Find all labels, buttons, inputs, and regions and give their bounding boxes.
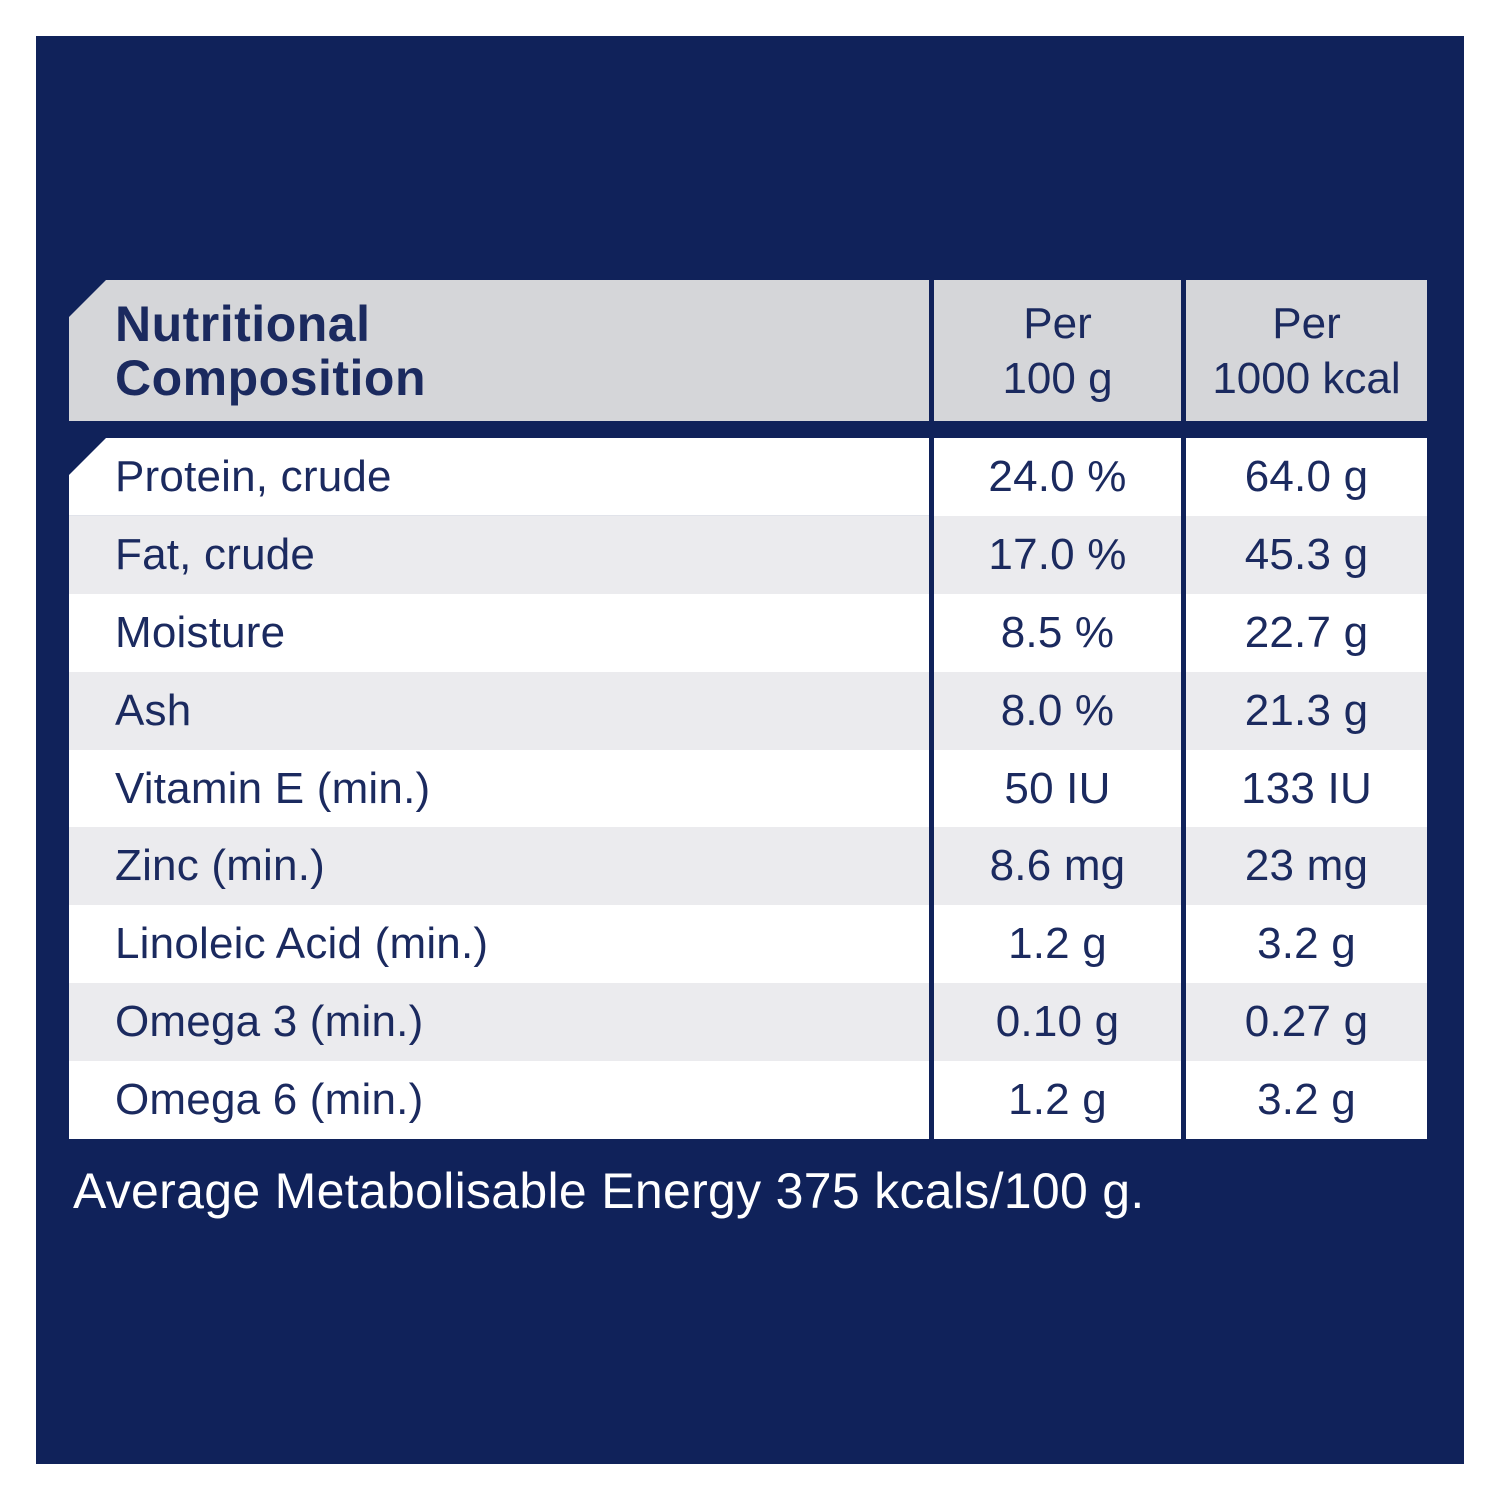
- row-value-per-1000kcal: 0.27 g: [1244, 997, 1369, 1047]
- row-label-cell: Moisture: [69, 593, 929, 672]
- column-header-per-100g: Per 100 g: [934, 296, 1181, 406]
- table-row: Omega 3 (min.) 0.10 g 0.27 g: [69, 983, 1427, 1062]
- row-value-per-100g: 24.0 %: [988, 451, 1127, 501]
- table-header-row: Nutritional Composition Per 100 g Per 10…: [69, 280, 1427, 421]
- row-label: Omega 3 (min.): [115, 997, 424, 1047]
- row-value-per-1000kcal: 23 mg: [1244, 841, 1369, 891]
- row-label-cell: Vitamin E (min.): [69, 749, 929, 828]
- table-title-line2: Composition: [115, 349, 427, 406]
- row-value-per-100g-cell: 24.0 %: [934, 438, 1181, 516]
- row-value-per-100g: 8.5 %: [1000, 607, 1115, 657]
- row-value-per-100g: 0.10 g: [995, 997, 1120, 1047]
- row-value-per-100g-cell: 8.6 mg: [934, 827, 1181, 906]
- column-header-per-1000kcal: Per 1000 kcal: [1186, 296, 1427, 406]
- row-label: Ash: [115, 685, 192, 735]
- row-value-per-100g-cell: 50 IU: [934, 749, 1181, 828]
- row-label-cell: Zinc (min.): [69, 827, 929, 906]
- row-label: Moisture: [115, 607, 286, 657]
- table-row: Ash 8.0 % 21.3 g: [69, 671, 1427, 750]
- table-header-composition: Nutritional Composition: [69, 280, 929, 421]
- column-header-per-100g-line2: 100 g: [1002, 353, 1113, 403]
- row-label: Fat, crude: [115, 529, 316, 579]
- table-body: Protein, crude 24.0 % 64.0 g Fat, crude …: [69, 438, 1427, 1140]
- row-value-per-100g: 8.6 mg: [989, 841, 1126, 891]
- row-value-per-1000kcal: 21.3 g: [1244, 685, 1369, 735]
- row-value-per-1000kcal-cell: 22.7 g: [1186, 593, 1427, 672]
- row-value-per-1000kcal-cell: 64.0 g: [1186, 438, 1427, 516]
- row-value-per-100g: 50 IU: [1004, 763, 1111, 813]
- row-value-per-1000kcal: 22.7 g: [1244, 607, 1369, 657]
- table-row: Zinc (min.) 8.6 mg 23 mg: [69, 827, 1427, 906]
- row-label-cell: Linoleic Acid (min.): [69, 905, 929, 984]
- row-value-per-1000kcal-cell: 133 IU: [1186, 749, 1427, 828]
- row-value-per-100g: 1.2 g: [1008, 919, 1107, 969]
- table-header-per-1000kcal: Per 1000 kcal: [1186, 280, 1427, 421]
- table-title: Nutritional Composition: [69, 297, 929, 405]
- row-label: Protein, crude: [115, 451, 392, 501]
- row-value-per-1000kcal: 3.2 g: [1257, 1075, 1356, 1125]
- table-row: Fat, crude 17.0 % 45.3 g: [69, 515, 1427, 594]
- table-row: Protein, crude 24.0 % 64.0 g: [69, 438, 1427, 516]
- row-value-per-1000kcal-cell: 0.27 g: [1186, 983, 1427, 1062]
- row-value-per-1000kcal-cell: 3.2 g: [1186, 905, 1427, 984]
- nutrition-table: Nutritional Composition Per 100 g Per 10…: [69, 280, 1427, 1140]
- table-row: Vitamin E (min.) 50 IU 133 IU: [69, 749, 1427, 828]
- row-value-per-1000kcal-cell: 21.3 g: [1186, 671, 1427, 750]
- column-header-per-100g-line1: Per: [1023, 298, 1092, 348]
- row-label: Zinc (min.): [115, 841, 325, 891]
- energy-note: Average Metabolisable Energy 375 kcals/1…: [73, 1163, 1145, 1219]
- row-value-per-1000kcal: 133 IU: [1241, 763, 1372, 813]
- row-label-cell: Protein, crude: [69, 438, 929, 516]
- row-value-per-100g-cell: 1.2 g: [934, 905, 1181, 984]
- row-value-per-100g: 17.0 %: [988, 529, 1127, 579]
- row-value-per-100g-cell: 17.0 %: [934, 515, 1181, 594]
- row-value-per-1000kcal-cell: 45.3 g: [1186, 515, 1427, 594]
- row-value-per-1000kcal: 64.0 g: [1244, 451, 1369, 501]
- column-header-per-1000kcal-line1: Per: [1272, 298, 1341, 348]
- row-value-per-1000kcal-cell: 3.2 g: [1186, 1061, 1427, 1140]
- row-value-per-1000kcal-cell: 23 mg: [1186, 827, 1427, 906]
- row-value-per-100g: 8.0 %: [1000, 685, 1115, 735]
- table-row: Omega 6 (min.) 1.2 g 3.2 g: [69, 1061, 1427, 1140]
- row-label-cell: Omega 6 (min.): [69, 1061, 929, 1140]
- row-label-cell: Ash: [69, 671, 929, 750]
- table-row: Linoleic Acid (min.) 1.2 g 3.2 g: [69, 905, 1427, 984]
- row-value-per-100g-cell: 0.10 g: [934, 983, 1181, 1062]
- row-value-per-1000kcal: 45.3 g: [1244, 529, 1369, 579]
- column-header-per-1000kcal-line2: 1000 kcal: [1212, 353, 1401, 403]
- table-title-line1: Nutritional: [115, 295, 371, 352]
- row-label: Omega 6 (min.): [115, 1075, 424, 1125]
- row-label: Vitamin E (min.): [115, 763, 431, 813]
- row-label-cell: Omega 3 (min.): [69, 983, 929, 1062]
- row-label: Linoleic Acid (min.): [115, 919, 489, 969]
- row-value-per-100g-cell: 1.2 g: [934, 1061, 1181, 1140]
- row-value-per-100g-cell: 8.5 %: [934, 593, 1181, 672]
- table-header-per-100g: Per 100 g: [934, 280, 1181, 421]
- row-value-per-100g: 1.2 g: [1008, 1075, 1107, 1125]
- row-value-per-100g-cell: 8.0 %: [934, 671, 1181, 750]
- row-value-per-1000kcal: 3.2 g: [1257, 919, 1356, 969]
- row-label-cell: Fat, crude: [69, 515, 929, 594]
- nutrition-panel: Nutritional Composition Per 100 g Per 10…: [36, 36, 1464, 1464]
- table-row: Moisture 8.5 % 22.7 g: [69, 593, 1427, 672]
